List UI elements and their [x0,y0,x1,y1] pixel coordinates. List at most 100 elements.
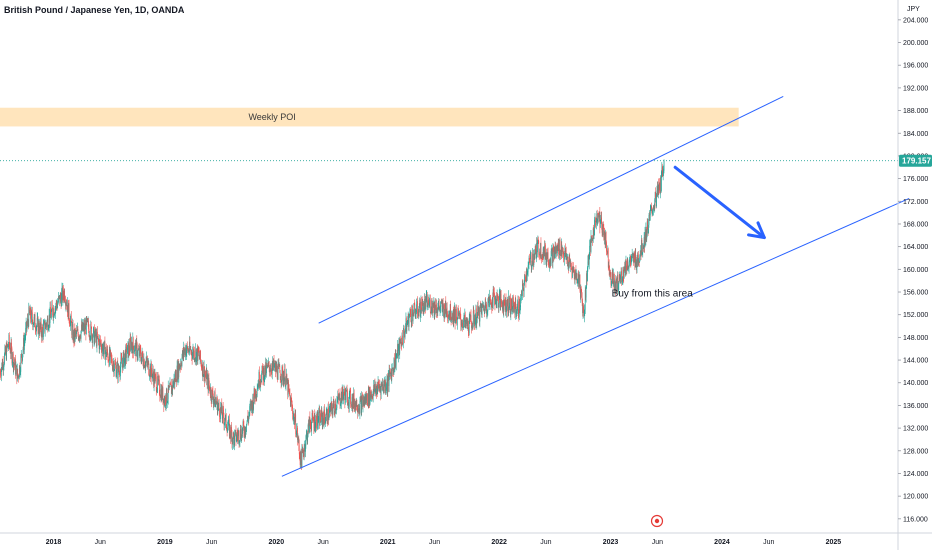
candle-body [545,255,547,259]
candle-body [422,299,424,304]
candle-body [350,390,351,405]
candle-body [371,395,372,398]
candle-body [139,347,141,351]
down-arrow-head[interactable] [747,221,766,240]
candle-body [313,415,315,429]
candle-body [464,315,465,322]
candle-body [647,221,649,230]
candle-body [433,302,434,308]
candle-body [657,186,658,191]
candle-body [54,314,55,316]
candle-body [508,296,510,309]
x-tick-year-label: 2024 [714,539,730,546]
candle-body [423,307,425,315]
candle-body [643,237,645,248]
candle-body [532,253,534,263]
candle-body [386,387,387,390]
candle-body [18,375,19,378]
candle-body [121,363,123,365]
channel-lower-line[interactable] [281,198,910,477]
candle-body [536,243,538,253]
candle-body [215,401,217,403]
candle-body [519,300,521,312]
candle-body [437,311,438,313]
candle-body [49,307,51,324]
candle-body [255,389,256,399]
channel-upper-line[interactable] [318,95,784,324]
candle-body [16,368,18,381]
candle-body [325,419,327,422]
candle-body [165,396,166,406]
candle-body [6,343,7,360]
candle-body [343,393,344,400]
candle-body [558,254,560,256]
down-arrow-shaft[interactable] [673,165,766,240]
candle-body [353,392,355,408]
candle-body [176,381,177,383]
candle-body [193,350,195,361]
candle-body [21,353,23,358]
candle-body [309,422,311,424]
candle-body [296,429,297,436]
candle-body [438,302,440,307]
candle-body [98,340,100,350]
candle-body [579,274,580,278]
candle-body [184,347,185,352]
candle-body [197,346,199,352]
candle-body [458,312,459,316]
candle-body [267,363,269,368]
candle-body [120,366,121,377]
candle-body [261,373,262,383]
candle-body [537,240,539,242]
candle-body [64,291,65,300]
candle-body [143,359,145,368]
candle-body [602,224,604,236]
candle-body [200,360,202,363]
candle-body [519,307,521,312]
candle-body [101,348,103,354]
candle-body [247,415,248,422]
candle-body [314,415,316,430]
candle-body [454,308,455,320]
event-marker-icon[interactable] [650,514,664,528]
candle-body [167,385,169,399]
candle-body [222,407,224,410]
candle-body [226,426,228,430]
candle-body [523,289,525,292]
candle-body [356,409,358,411]
candle-body [449,304,451,318]
candle-body [137,349,139,356]
candle-body [611,282,613,285]
candle-body [220,407,222,411]
candle-body [85,323,87,335]
candle-body [80,330,82,339]
candle-body [368,389,370,405]
candle-body [338,397,340,401]
candle-body [47,318,49,330]
candle-body [506,310,507,313]
candle-body [123,351,125,367]
current-price-badge[interactable] [899,154,932,167]
candle-body [51,310,52,318]
candle-body [269,367,270,373]
weekly-poi-label: Weekly POI [248,112,295,122]
candle-body [85,317,87,335]
candle-body [337,394,339,400]
candle-body [68,303,70,320]
candle-body [78,337,80,340]
candle-body [432,302,434,314]
candle-body [460,312,461,319]
candle-body [448,314,449,319]
candle-body [344,388,345,395]
candle-body [4,347,6,355]
candle-body [524,274,526,277]
candle-body [474,318,475,325]
candle-body [275,364,277,372]
candle-body [351,397,353,407]
candle-body [64,299,66,302]
weekly-poi-zone[interactable] [0,107,739,127]
candle-body [310,427,312,430]
candle-body [323,419,324,426]
candle-body [112,363,114,366]
